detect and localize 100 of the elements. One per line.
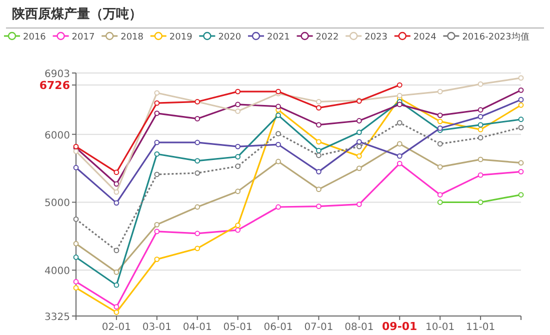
point (518, 87, 524, 93)
legend-label: 2024 (413, 32, 437, 42)
point (316, 204, 322, 210)
point (478, 81, 484, 87)
point (518, 116, 524, 122)
point (478, 122, 484, 128)
point (235, 154, 241, 160)
point (194, 158, 200, 164)
point (114, 189, 120, 195)
point (437, 141, 443, 147)
legend-label: 2016 (23, 32, 46, 42)
point (478, 135, 484, 140)
point (316, 122, 322, 128)
point (73, 254, 79, 260)
point (194, 140, 200, 146)
point (518, 102, 524, 108)
point (518, 192, 524, 198)
point (114, 304, 120, 310)
point (478, 156, 484, 162)
point (235, 164, 241, 169)
point (73, 148, 79, 154)
point (518, 124, 524, 130)
point (114, 310, 120, 315)
point (316, 186, 322, 192)
point (478, 172, 484, 178)
point (396, 160, 402, 166)
y-tick-label: 6000 (44, 130, 70, 142)
point (194, 246, 200, 252)
point (194, 170, 200, 176)
point (154, 151, 160, 157)
y-tick-label: 6726 (39, 79, 70, 92)
point (194, 116, 200, 122)
point (316, 168, 322, 174)
point (518, 96, 524, 102)
point (73, 240, 79, 246)
point (276, 204, 281, 210)
point (396, 153, 402, 159)
point (114, 200, 120, 206)
point (154, 90, 160, 96)
point (276, 158, 281, 164)
point (356, 118, 362, 124)
point (478, 114, 484, 120)
point (356, 144, 362, 150)
point (154, 140, 160, 146)
chart-title: 陕西原煤产量（万吨） (12, 6, 142, 22)
point (154, 100, 160, 106)
point (316, 148, 322, 154)
point (356, 202, 362, 207)
y-tick-label: 3325 (44, 312, 70, 323)
point (396, 120, 402, 126)
legend-label: 2017 (72, 32, 95, 42)
x-tick-label: 10-01 (426, 322, 455, 333)
y-tick-label: 5000 (44, 198, 70, 210)
point (356, 166, 362, 171)
point (316, 99, 322, 104)
point (235, 144, 241, 150)
point (154, 110, 160, 116)
point (437, 88, 443, 94)
point (235, 88, 241, 94)
x-tick-label: 04-01 (182, 322, 212, 333)
point (356, 139, 362, 144)
x-tick-label: 08-01 (344, 322, 374, 333)
point (396, 141, 402, 147)
point (235, 188, 241, 194)
point (73, 279, 79, 284)
point (478, 126, 484, 132)
point (478, 107, 484, 113)
legend-label: 2016-2023均值 (462, 32, 530, 42)
point (396, 92, 402, 98)
point (518, 75, 524, 81)
point (316, 105, 322, 111)
legend-label: 2020 (218, 32, 242, 42)
legend-label: 2023 (364, 32, 388, 42)
legend-label: 2018 (120, 32, 144, 42)
x-tick-label: 06-01 (264, 322, 293, 333)
legend-label: 2022 (316, 32, 339, 42)
point (316, 152, 322, 158)
y-tick-label: 6903 (44, 69, 70, 80)
legend-label: 2021 (267, 32, 290, 42)
point (518, 168, 524, 174)
x-tick-label: 09-01 (382, 320, 418, 333)
point (437, 112, 443, 118)
x-tick-label: 03-01 (142, 322, 172, 333)
point (73, 164, 79, 170)
point (114, 269, 120, 275)
point (154, 256, 160, 262)
point (276, 104, 281, 110)
point (114, 248, 120, 254)
point (235, 222, 241, 228)
point (437, 164, 443, 170)
point (114, 181, 120, 187)
point (396, 82, 402, 88)
point (316, 139, 322, 144)
point (154, 222, 160, 228)
x-tick-label: 07-01 (304, 322, 334, 333)
point (437, 200, 443, 205)
legend-label: 2019 (169, 32, 193, 42)
point (194, 230, 200, 236)
point (356, 153, 362, 159)
y-tick-label: 4000 (44, 266, 70, 278)
